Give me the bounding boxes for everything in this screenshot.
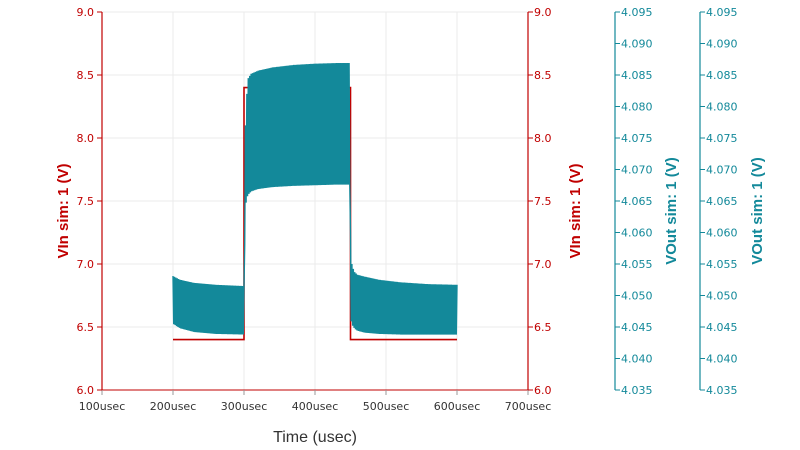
y-tick-label: 7.5 — [534, 195, 552, 208]
y-tick-label: 4.070 — [621, 164, 653, 177]
y-tick-label: 6.0 — [77, 384, 95, 397]
plot-series — [172, 63, 458, 341]
y-tick-label: 4.080 — [706, 101, 738, 114]
x-tick-label: 100usec — [79, 400, 126, 413]
y-tick-label: 4.035 — [621, 384, 653, 397]
y-tick-label: 4.065 — [706, 195, 738, 208]
y-tick-label: 4.055 — [621, 258, 653, 271]
y-tick-label: 4.040 — [621, 353, 653, 366]
x-tick-label: 700usec — [505, 400, 552, 413]
x-tick-label: 300usec — [221, 400, 268, 413]
y-tick-label: 4.050 — [621, 290, 653, 303]
x-tick-label: 500usec — [363, 400, 410, 413]
y-tick-label: 4.065 — [621, 195, 653, 208]
y-axis-title: VIn sim: 1 (V) — [567, 163, 584, 258]
y-tick-label: 4.085 — [621, 69, 653, 82]
y-tick-label: 6.5 — [534, 321, 552, 334]
y-tick-label: 7.0 — [534, 258, 552, 271]
y-tick-label: 6.5 — [77, 321, 95, 334]
y-tick-label: 6.0 — [534, 384, 552, 397]
y-axis-title: VOut sim: 1 (V) — [749, 157, 766, 265]
y-tick-label: 4.070 — [706, 164, 738, 177]
y-tick-label: 9.0 — [77, 6, 95, 19]
y-tick-label: 4.060 — [621, 227, 653, 240]
y-tick-label: 9.0 — [534, 6, 552, 19]
y-tick-label: 4.050 — [706, 290, 738, 303]
y-tick-label: 8.5 — [77, 69, 95, 82]
y-tick-label: 4.095 — [621, 6, 653, 19]
y-tick-label: 4.075 — [621, 132, 653, 145]
y-tick-label: 8.0 — [534, 132, 552, 145]
y-tick-label: 4.080 — [621, 101, 653, 114]
y-tick-label: 7.5 — [77, 195, 95, 208]
y-tick-label: 4.045 — [706, 321, 738, 334]
y-tick-label: 7.0 — [77, 258, 95, 271]
y-tick-label: 4.035 — [706, 384, 738, 397]
y-tick-label: 4.075 — [706, 132, 738, 145]
y-tick-label: 8.5 — [534, 69, 552, 82]
vout-ripple-line — [172, 63, 458, 335]
y-tick-label: 4.055 — [706, 258, 738, 271]
y-axis-title: VIn sim: 1 (V) — [55, 163, 72, 258]
y-tick-label: 4.040 — [706, 353, 738, 366]
x-axis-title: Time (usec) — [273, 429, 357, 446]
y-tick-label: 4.095 — [706, 6, 738, 19]
x-tick-label: 200usec — [150, 400, 197, 413]
x-tick-label: 600usec — [434, 400, 481, 413]
y-tick-label: 4.060 — [706, 227, 738, 240]
y-tick-label: 4.090 — [621, 38, 653, 51]
y-tick-label: 4.045 — [621, 321, 653, 334]
y-tick-label: 8.0 — [77, 132, 95, 145]
axes: 100usec 200usec 300usec 400usec 500usec 600us… — [55, 6, 766, 413]
y-tick-label: 4.085 — [706, 69, 738, 82]
y-axis-title: VOut sim: 1 (V) — [663, 157, 680, 265]
y-tick-label: 4.090 — [706, 38, 738, 51]
x-tick-label: 400usec — [292, 400, 339, 413]
